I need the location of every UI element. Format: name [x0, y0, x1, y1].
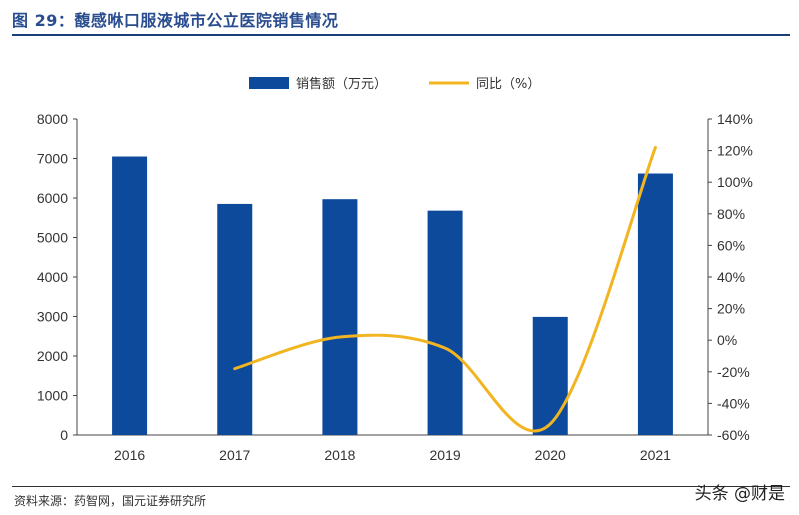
legend-label-line: 同比（%）	[476, 77, 540, 92]
y-tick-label-right: 40%	[717, 269, 745, 285]
bar	[532, 316, 568, 435]
x-tick-label: 2016	[114, 447, 145, 463]
y-tick-label-right: -40%	[717, 395, 750, 411]
y-tick-label-left: 7000	[37, 151, 68, 167]
y-tick-label-right: 20%	[717, 301, 745, 317]
bar	[637, 173, 673, 435]
yoy-line	[233, 145, 657, 433]
source-note: 资料来源：药智网，国元证券研究所	[14, 494, 207, 508]
x-tick-label: 2018	[324, 447, 355, 463]
y-tick-label-right: 60%	[717, 237, 745, 253]
bar-series	[112, 156, 673, 435]
watermark: 头条 @财是	[694, 484, 785, 504]
y-tick-label-left: 4000	[37, 269, 68, 285]
y-tick-label-left: 5000	[37, 230, 68, 246]
legend: 销售额（万元） 同比（%）	[249, 76, 540, 92]
y-tick-label-left: 8000	[37, 111, 68, 127]
axes: 0 1000 2000 3000 4000 5000 6000 7000 8000 -60% -40…	[37, 111, 753, 463]
bar	[322, 199, 358, 435]
legend-label-bar: 销售额（万元）	[296, 76, 387, 92]
x-tick-label: 2021	[640, 447, 671, 463]
y-tick-label-right: 120%	[717, 143, 753, 159]
y-tick-label-left: 3000	[37, 309, 68, 325]
y-tick-label-left: 6000	[37, 190, 68, 206]
y-tick-label-right: -20%	[717, 364, 750, 380]
x-tick-label: 2017	[219, 447, 250, 463]
bar	[427, 210, 463, 435]
bar	[217, 203, 253, 435]
figure-title: 图 29：馥感咻口服液城市公立医院销售情况	[12, 11, 339, 30]
y-tick-label-left: 0	[60, 427, 68, 443]
x-tick-label: 2020	[535, 447, 566, 463]
title-rule	[12, 34, 790, 36]
line-series	[233, 145, 657, 433]
x-tick-label: 2019	[430, 447, 461, 463]
y-tick-label-left: 2000	[37, 348, 68, 364]
bar	[112, 156, 148, 435]
footer-rule	[12, 486, 790, 487]
y-tick-label-right: 100%	[717, 174, 753, 190]
y-tick-label-right: 0%	[717, 332, 737, 348]
y-tick-label-right: -60%	[717, 427, 750, 443]
y-tick-label-right: 80%	[717, 206, 745, 222]
legend-swatch-bar	[249, 77, 289, 89]
y-tick-label-left: 1000	[37, 388, 68, 404]
y-tick-label-right: 140%	[717, 111, 753, 127]
